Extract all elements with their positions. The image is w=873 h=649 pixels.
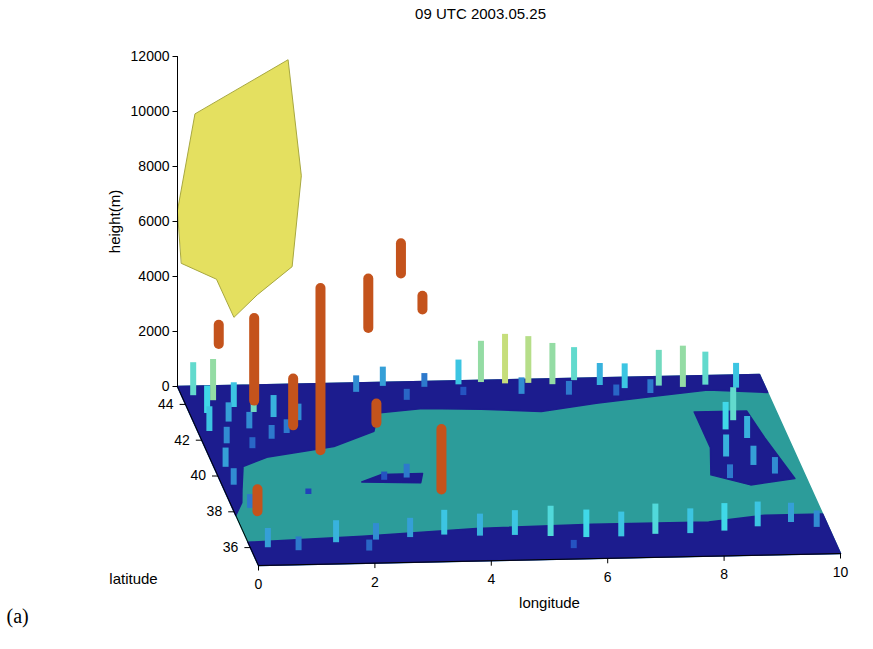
svg-text:0: 0	[162, 378, 170, 394]
svg-text:0: 0	[255, 576, 263, 592]
svg-text:40: 40	[190, 467, 206, 483]
svg-text:6000: 6000	[138, 213, 169, 229]
svg-text:10: 10	[833, 564, 849, 580]
svg-text:4000: 4000	[138, 268, 169, 284]
svg-text:2: 2	[371, 574, 379, 590]
svg-text:height(m): height(m)	[106, 190, 123, 253]
svg-text:09 UTC 2003.05.25: 09 UTC 2003.05.25	[415, 5, 546, 22]
svg-text:38: 38	[207, 503, 223, 519]
svg-text:10000: 10000	[131, 103, 170, 119]
svg-text:longitude: longitude	[519, 594, 580, 611]
svg-text:8: 8	[720, 566, 728, 582]
svg-text:latitude: latitude	[109, 570, 157, 587]
svg-text:42: 42	[174, 432, 190, 448]
svg-text:4: 4	[487, 571, 495, 587]
svg-text:44: 44	[158, 396, 174, 412]
svg-text:36: 36	[223, 539, 239, 555]
svg-text:6: 6	[604, 569, 612, 585]
svg-text:2000: 2000	[138, 323, 169, 339]
svg-text:8000: 8000	[138, 158, 169, 174]
svg-text:(a): (a)	[7, 605, 29, 628]
svg-text:12000: 12000	[131, 48, 170, 64]
